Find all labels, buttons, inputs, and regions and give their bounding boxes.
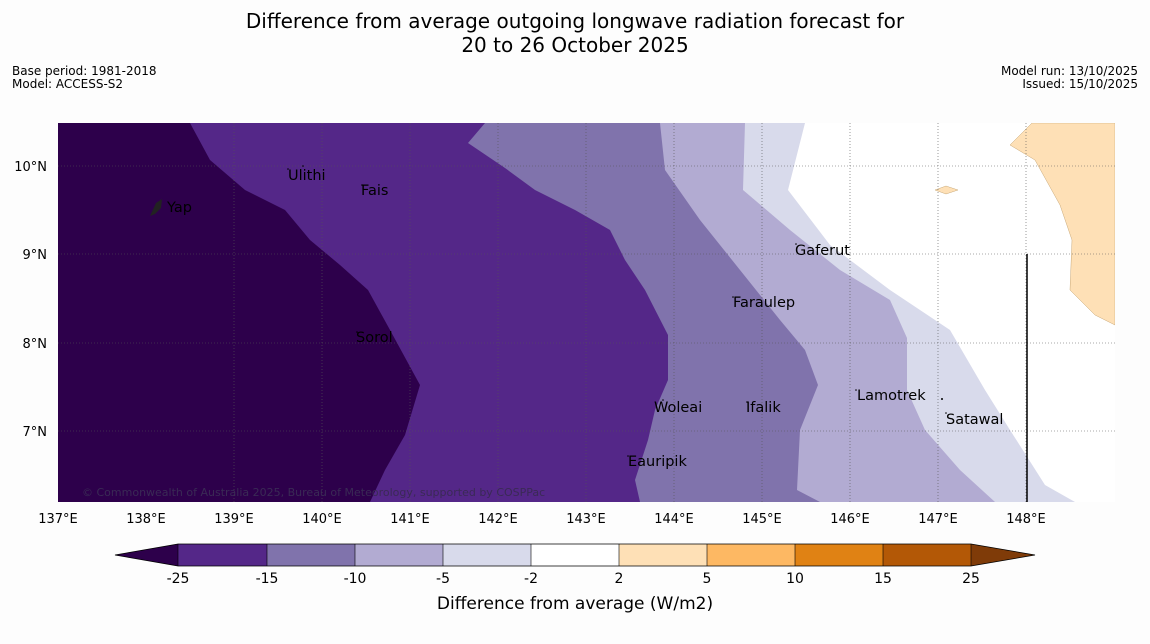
colorbar-segment: [178, 544, 267, 566]
colorbar-title: Difference from average (W/m2): [436, 594, 714, 614]
lon-tick-label: 140°E: [302, 512, 342, 527]
lon-tick-label: 144°E: [654, 512, 694, 527]
colorbar-segment: [795, 544, 883, 566]
colorbar-segment: [619, 544, 707, 566]
grid-lines: [58, 123, 1115, 502]
lon-tick-label: 146°E: [830, 512, 870, 527]
lon-tick-label: 143°E: [566, 512, 606, 527]
lat-tick-label: 10°N: [14, 160, 47, 175]
meta-left: Base period: 1981-2018 Model: ACCESS-S2: [12, 65, 157, 91]
colorbar-tick-label: 2: [615, 571, 624, 587]
colorbar-tick-label: -5: [436, 571, 450, 587]
place-label: Ifalik: [746, 400, 781, 416]
place-label: Yap: [166, 200, 192, 216]
colorbar-segment: [355, 544, 443, 566]
title-line-2: 20 to 26 October 2025: [461, 33, 689, 57]
place-markers: [287, 165, 947, 457]
colorbar-tick-label: -2: [524, 571, 538, 587]
meta-right: Model run: 13/10/2025 Issued: 15/10/2025: [1001, 65, 1138, 91]
colorbar-tick-label: -25: [167, 571, 190, 587]
colorbar-tick-label: -10: [344, 571, 367, 587]
lat-tick-label: 7°N: [23, 425, 48, 440]
place-label: Fais: [361, 183, 388, 199]
lon-tick-labels: 137°E 138°E 139°E 140°E 141°E 142°E 143°…: [38, 512, 1046, 527]
issued-date: Issued: 15/10/2025: [1022, 77, 1138, 91]
colorbar-segment: [267, 544, 355, 566]
place-label: Eauripik: [628, 454, 687, 470]
lon-tick-label: 139°E: [214, 512, 254, 527]
lat-tick-labels: 10°N 9°N 8°N 7°N: [14, 160, 47, 440]
yap-island: [150, 199, 162, 216]
place-label: Gaferut: [795, 243, 850, 259]
place-label: Satawal: [946, 412, 1003, 428]
lon-tick-label: 142°E: [478, 512, 518, 527]
place-label: Ulithi: [288, 168, 326, 184]
model-name: Model: ACCESS-S2: [12, 77, 124, 91]
model-run: Model run: 13/10/2025: [1000, 64, 1138, 78]
colorbar: -25 -15 -10 -5 -2 2 5 10 15 25: [114, 543, 1036, 587]
lon-tick-label: 141°E: [390, 512, 430, 527]
colorbar-extend-high: [971, 544, 1035, 566]
lon-tick-label: 148°E: [1006, 512, 1046, 527]
place-label: Woleai: [654, 400, 702, 416]
lon-tick-label: 145°E: [742, 512, 782, 527]
lat-tick-label: 8°N: [23, 337, 48, 352]
island-shoal: [934, 185, 959, 195]
place-labels: Yap Ulithi Fais Gaferut Faraulep Sorol L…: [166, 168, 1003, 470]
colorbar-segment: [531, 544, 619, 566]
place-label: Lamotrek: [857, 388, 926, 404]
landmass-east: [1009, 123, 1115, 326]
colorbar-extend-low: [115, 544, 178, 566]
band-below-minus25: [58, 123, 420, 502]
lon-tick-label: 138°E: [126, 512, 166, 527]
chart-title: Difference from average outgoing longwav…: [0, 9, 1150, 57]
base-period: Base period: 1981-2018: [12, 64, 157, 78]
colorbar-tick-label: -15: [256, 571, 279, 587]
colorbar-segment: [707, 544, 795, 566]
colorbar-tick-label: 10: [786, 571, 804, 587]
title-line-1: Difference from average outgoing longwav…: [245, 9, 905, 33]
lon-tick-label: 147°E: [918, 512, 958, 527]
colorbar-segment: [443, 544, 531, 566]
map-fill: Yap Ulithi Fais Gaferut Faraulep Sorol L…: [58, 123, 1115, 502]
lon-tick-label: 137°E: [38, 512, 78, 527]
lat-tick-label: 9°N: [23, 248, 48, 263]
colorbar-tick-label: 25: [962, 571, 980, 587]
colorbar-tick-label: 5: [703, 571, 712, 587]
place-label: Sorol: [356, 330, 393, 346]
place-label: Faraulep: [733, 295, 795, 311]
copyright-note: © Commonwealth of Australia 2025, Bureau…: [82, 486, 545, 499]
colorbar-tick-label: 15: [874, 571, 892, 587]
colorbar-segment: [883, 544, 971, 566]
